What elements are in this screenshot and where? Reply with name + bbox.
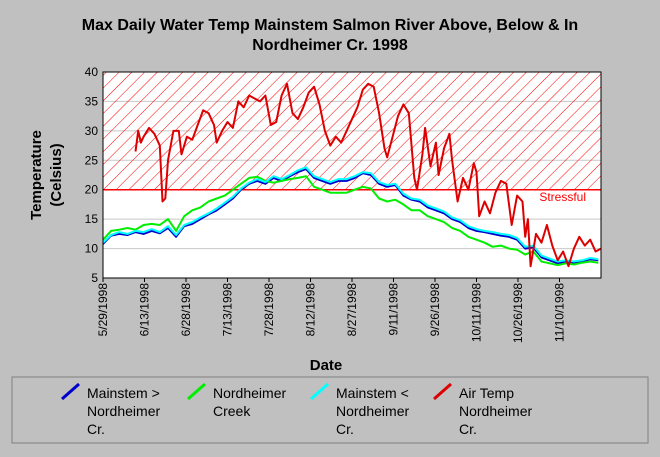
x-tick-label: 8/12/1998 <box>304 283 318 337</box>
x-tick-label: 6/28/1998 <box>179 283 193 337</box>
x-tick-label: 7/13/1998 <box>221 283 235 337</box>
series-line-mainstem-below <box>102 166 599 263</box>
y-tick-label: 40 <box>85 65 99 79</box>
x-tick-label: 10/26/1998 <box>511 283 525 343</box>
x-tick-label: 10/11/1998 <box>470 283 484 342</box>
series-line-mainstem-above <box>102 168 599 265</box>
y-axis-title-line-1: Temperature <box>28 130 45 220</box>
legend-label: Nordheimer <box>87 403 160 419</box>
x-axis-ticks: 5/29/1998 6/13/1998 6/28/1998 7/13/1998 7/28… <box>96 278 567 343</box>
y-tick-label: 25 <box>85 153 99 167</box>
legend-swatch <box>61 382 80 401</box>
legend-swatch <box>433 382 452 401</box>
y-tick-label: 15 <box>85 212 99 226</box>
y-tick-label: 20 <box>85 183 99 197</box>
legend-label: Nordheimer <box>213 385 286 401</box>
y-tick-label: 35 <box>85 94 99 108</box>
y-tick-label: 5 <box>91 271 98 285</box>
legend-label: Cr. <box>87 421 105 437</box>
stressful-label: Stressful <box>539 190 586 204</box>
x-tick-label: 9/26/1998 <box>428 283 442 337</box>
x-tick-label: 8/27/1998 <box>345 283 359 337</box>
legend-label: Cr. <box>336 421 354 437</box>
x-axis-title: Date <box>310 357 343 374</box>
x-tick-label: 6/13/1998 <box>138 283 152 337</box>
y-axis-title-line-2: (Celsius) <box>48 143 65 206</box>
legend-swatch <box>187 382 206 401</box>
y-tick-label: 30 <box>85 124 99 138</box>
legend: Mainstem > Nordheimer Cr. Nordheimer Creek Ma… <box>61 382 532 437</box>
stressful-band <box>103 72 601 190</box>
legend-label: Mainstem < <box>336 385 409 401</box>
series-line-air-temp <box>134 82 602 268</box>
legend-swatch <box>310 382 329 401</box>
chart-title-line-2: Nordheimer Cr. 1998 <box>252 37 408 54</box>
legend-label: Cr. <box>459 421 477 437</box>
series-lines <box>102 82 602 268</box>
legend-label: Air Temp <box>459 385 514 401</box>
y-axis-ticks: 5 10 15 20 25 30 35 40 <box>85 65 99 285</box>
legend-label: Mainstem > <box>87 385 160 401</box>
x-tick-label: 5/29/1998 <box>96 283 110 337</box>
x-tick-label: 11/10/1998 <box>553 283 567 342</box>
legend-label: Nordheimer <box>336 403 409 419</box>
chart-title-line-1: Max Daily Water Temp Mainstem Salmon Riv… <box>82 17 578 34</box>
legend-label: Creek <box>213 403 251 419</box>
legend-label: Nordheimer <box>459 403 532 419</box>
legend-box <box>11 376 649 444</box>
x-tick-label: 9/11/1998 <box>387 283 401 336</box>
y-tick-label: 10 <box>85 242 99 256</box>
x-tick-label: 7/28/1998 <box>262 283 276 337</box>
series-line-nordheimer-creek <box>102 175 599 267</box>
